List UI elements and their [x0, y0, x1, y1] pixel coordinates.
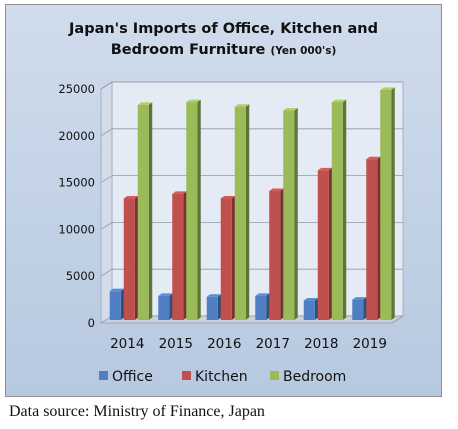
bar-kitchen-2015-top	[172, 191, 187, 194]
chart-frame: Japan's Imports of Office, Kitchen and B…	[5, 4, 442, 397]
legend-swatch-kitchen	[182, 371, 191, 380]
bar-office-2019	[352, 299, 364, 320]
bar-kitchen-2019	[366, 159, 378, 320]
y-tick-label: 20000	[58, 129, 95, 143]
bar-kitchen-2018	[317, 170, 329, 320]
gridline	[100, 128, 403, 137]
y-tick-label: 25000	[58, 82, 95, 96]
bar-bedroom-2017-side	[294, 108, 298, 320]
bar-bedroom-2017	[283, 110, 295, 320]
x-tick-label: 2015	[159, 336, 193, 352]
bar-bedroom-2018-top	[331, 99, 347, 103]
legend-swatch-bedroom	[270, 371, 279, 380]
bar-bedroom-2014-top	[137, 102, 153, 105]
bar-bedroom-2015-top	[186, 99, 201, 103]
bar-bedroom-2016	[234, 106, 246, 320]
gridline	[100, 268, 403, 277]
bar-bedroom-2014-side	[148, 102, 153, 320]
bar-kitchen-2016	[220, 198, 232, 320]
chart-title-line2: Bedroom Furniture	[110, 42, 266, 58]
x-tick-label: 2016	[207, 336, 241, 352]
legend-swatch-office	[99, 371, 108, 380]
bar-kitchen-2017-side	[280, 188, 284, 320]
bar-office-2017	[255, 295, 267, 320]
bar-bedroom-2018-side	[342, 99, 347, 320]
plot-side-wall	[100, 81, 113, 324]
bar-kitchen-2015-side	[183, 191, 187, 320]
y-tick-label: 5000	[66, 269, 95, 283]
bar-bedroom-2019	[380, 89, 392, 320]
gridline	[100, 175, 403, 183]
bar-kitchen-2019-side	[377, 156, 381, 320]
bar-bedroom-2019-top	[380, 87, 395, 90]
legend-label-bedroom: Bedroom	[283, 369, 346, 385]
bar-kitchen-2017-top	[269, 188, 284, 192]
bar-office-2016-top	[206, 294, 222, 297]
y-tick-label: 10000	[58, 222, 95, 236]
bar-office-2015-side	[169, 293, 173, 320]
bar-kitchen-2014	[123, 198, 135, 320]
bar-office-2015-top	[158, 293, 173, 296]
x-tick-label: 2017	[256, 336, 290, 352]
bar-kitchen-2018-top	[317, 167, 333, 171]
chart-title-units: (Yen 000's)	[270, 45, 337, 57]
legend-label-kitchen: Kitchen	[195, 369, 248, 385]
x-tick-label: 2019	[353, 336, 387, 352]
bar-kitchen-2017	[269, 191, 281, 320]
gridline	[100, 81, 403, 90]
bar-office-2019-side	[363, 297, 367, 320]
bar-kitchen-2014-top	[123, 196, 139, 199]
y-tick-label: 0	[88, 316, 95, 330]
bar-chart: 0 5000 10000 15000 20000 25000 2014 2015 2016 201…	[58, 81, 405, 385]
bar-bedroom-2014	[137, 104, 149, 320]
bar-bedroom-2016-top	[234, 104, 250, 107]
bar-kitchen-2015	[172, 193, 184, 320]
bar-office-2014-top	[109, 288, 125, 292]
bar-office-2018-top	[303, 298, 319, 301]
bar-bedroom-2018	[331, 102, 343, 320]
plot-back-wall	[111, 81, 404, 317]
bar-kitchen-2016-top	[220, 196, 236, 199]
chart-title: Japan's Imports of Office, Kitchen and B…	[6, 19, 441, 62]
bar-office-2017-top	[255, 293, 270, 296]
bar-kitchen-2014-side	[134, 196, 139, 320]
y-tick-label: 15000	[58, 176, 95, 190]
data-source-note: Data source: Ministry of Finance, Japan	[9, 403, 265, 420]
bar-office-2015	[158, 295, 170, 320]
chart-title-line1: Japan's Imports of Office, Kitchen and	[69, 21, 378, 37]
bar-bedroom-2019-side	[391, 87, 395, 320]
bar-office-2019-top	[352, 297, 367, 300]
bar-bedroom-2016-side	[245, 104, 250, 320]
bar-bedroom-2015	[186, 102, 198, 320]
bar-office-2016-side	[217, 294, 222, 320]
bar-office-2016	[206, 296, 218, 320]
gridline	[100, 221, 403, 230]
bar-office-2018-side	[314, 298, 319, 320]
bar-kitchen-2019-top	[366, 156, 381, 160]
bar-office-2017-side	[266, 293, 270, 320]
bar-bedroom-2017-top	[283, 108, 298, 111]
bar-kitchen-2016-side	[231, 196, 236, 320]
bar-office-2018	[303, 300, 315, 320]
bar-office-2014	[109, 291, 121, 320]
bar-bedroom-2015-side	[197, 99, 201, 320]
x-tick-label: 2018	[304, 336, 338, 352]
bar-office-2014-side	[120, 288, 125, 320]
x-tick-label: 2014	[110, 336, 144, 352]
legend-label-office: Office	[112, 369, 153, 385]
bar-kitchen-2018-side	[328, 167, 333, 320]
